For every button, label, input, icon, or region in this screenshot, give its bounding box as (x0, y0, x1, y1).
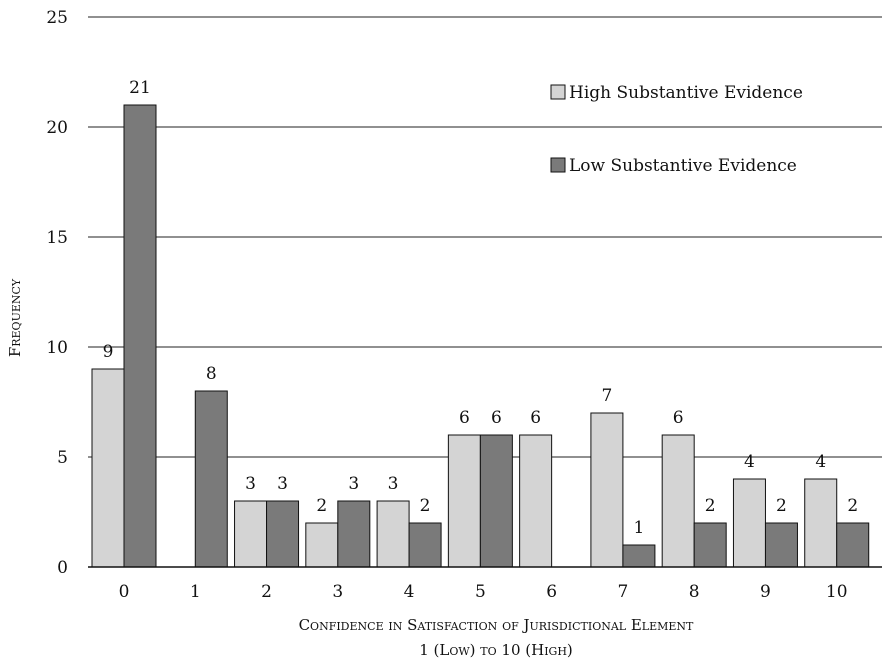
bar (337, 500, 371, 568)
y-tick-label: 0 (57, 558, 68, 578)
bar (732, 478, 766, 568)
bar (622, 544, 656, 568)
data-label: 2 (847, 496, 858, 516)
bar (376, 500, 410, 568)
data-label: 2 (705, 496, 716, 516)
y-tick-label: 25 (46, 8, 68, 28)
bar (91, 368, 125, 568)
bar (693, 522, 727, 568)
gridlines (88, 16, 882, 458)
data-label: 21 (129, 78, 151, 98)
data-label: 6 (491, 408, 502, 428)
y-tick-label: 5 (57, 448, 68, 468)
bar (305, 522, 339, 568)
x-tick-label: 3 (332, 582, 343, 602)
data-labels: 9 21 8 3 3 2 3 3 2 6 6 6 7 1 6 2 4 2 4 2 (103, 78, 859, 538)
x-tick-label: 1 (190, 582, 201, 602)
y-tick-label: 15 (46, 228, 68, 248)
legend: High Substantive Evidence Low Substantiv… (550, 83, 803, 176)
x-axis-subtitle: 1 (Low) to 10 (High) (419, 641, 573, 659)
data-label: 8 (206, 364, 217, 384)
x-tick-label: 9 (760, 582, 771, 602)
x-tick-label: 2 (261, 582, 272, 602)
data-label: 4 (815, 452, 826, 472)
y-tick-label: 20 (46, 118, 68, 138)
data-label: 3 (245, 474, 256, 494)
x-tick-label: 7 (617, 582, 628, 602)
legend-label-high: High Substantive Evidence (569, 83, 803, 103)
y-tick-label: 10 (46, 338, 68, 358)
bar (479, 434, 513, 568)
x-tick-label: 0 (119, 582, 130, 602)
data-label: 1 (633, 518, 644, 538)
data-label: 2 (420, 496, 431, 516)
bar (590, 412, 624, 568)
data-label: 6 (673, 408, 684, 428)
bar (447, 434, 481, 568)
bar (408, 522, 442, 568)
data-label: 4 (744, 452, 755, 472)
bar (194, 390, 228, 568)
bar (519, 434, 553, 568)
bar (266, 500, 300, 568)
bar (661, 434, 695, 568)
x-tick-label: 10 (826, 582, 848, 602)
x-tick-label: 8 (689, 582, 700, 602)
y-axis-title: Frequency (6, 278, 24, 357)
bar (123, 104, 157, 568)
x-tick-label: 4 (404, 582, 415, 602)
bar (836, 522, 870, 568)
bar (234, 500, 268, 568)
legend-swatch-high (550, 84, 566, 100)
data-label: 7 (601, 386, 612, 406)
legend-swatch-low (550, 157, 566, 173)
x-tick-label: 6 (546, 582, 557, 602)
data-label: 3 (388, 474, 399, 494)
data-label: 3 (277, 474, 288, 494)
data-label: 6 (459, 408, 470, 428)
bars (91, 104, 870, 568)
data-label: 2 (316, 496, 327, 516)
x-tick-label: 5 (475, 582, 486, 602)
data-label: 2 (776, 496, 787, 516)
data-label: 3 (348, 474, 359, 494)
x-axis-title: Confidence in Satisfaction of Jurisdicti… (299, 616, 694, 634)
legend-label-low: Low Substantive Evidence (569, 156, 797, 176)
bar (764, 522, 798, 568)
data-label: 6 (530, 408, 541, 428)
bar (804, 478, 838, 568)
data-label: 9 (103, 342, 114, 362)
axes: 0 5 10 15 20 25 0 1 2 3 4 5 6 7 8 9 10 (46, 8, 882, 602)
